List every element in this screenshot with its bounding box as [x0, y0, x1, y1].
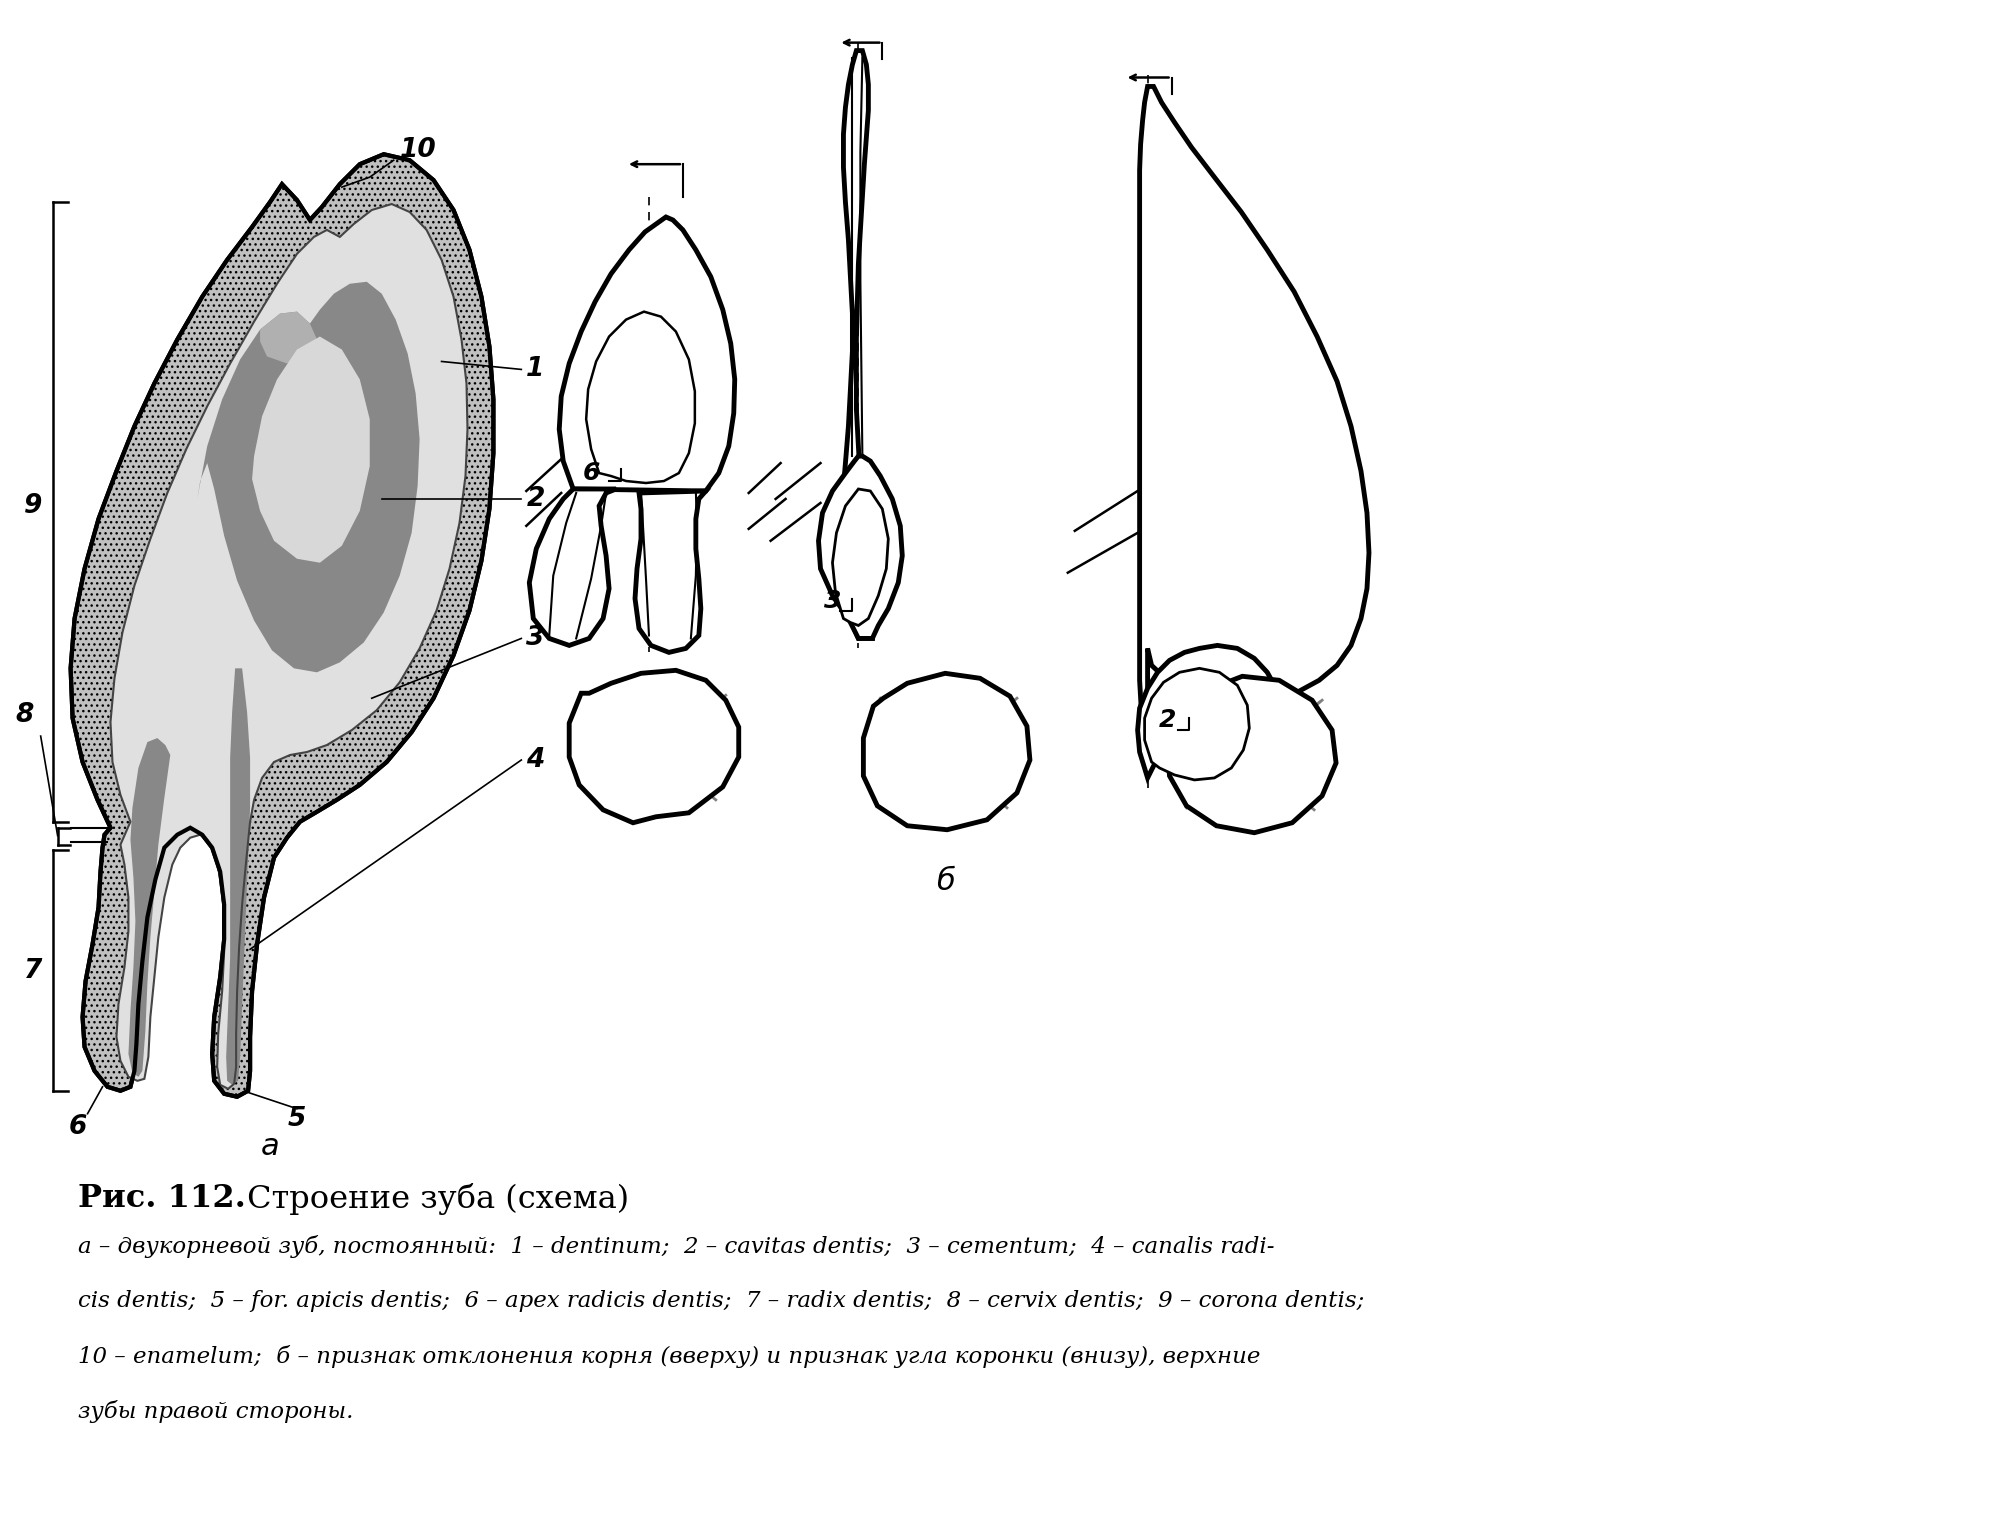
Polygon shape	[636, 492, 706, 652]
Text: 3: 3	[824, 589, 842, 613]
Text: Строение зуба (схема): Строение зуба (схема)	[238, 1183, 630, 1215]
Text: Рис. 112.: Рис. 112.	[78, 1183, 246, 1215]
Polygon shape	[260, 311, 318, 364]
Polygon shape	[110, 205, 468, 1089]
Text: зубы правой стороны.: зубы правой стороны.	[78, 1400, 352, 1423]
Text: 6: 6	[68, 1113, 86, 1139]
Text: а: а	[260, 1132, 280, 1161]
Polygon shape	[818, 457, 902, 639]
Polygon shape	[530, 488, 616, 645]
Text: 3: 3	[526, 625, 544, 651]
Polygon shape	[1140, 86, 1368, 778]
Text: 8: 8	[16, 702, 34, 728]
Text: 9: 9	[24, 493, 42, 519]
Polygon shape	[128, 739, 170, 1077]
Polygon shape	[1138, 645, 1282, 781]
Polygon shape	[1166, 677, 1336, 833]
Text: 10 – enamelum;  б – признак отклонения корня (вверху) и признак угла коронки (вн: 10 – enamelum; б – признак отклонения ко…	[78, 1346, 1260, 1368]
Text: 1: 1	[526, 356, 544, 382]
Polygon shape	[570, 671, 738, 822]
Polygon shape	[586, 311, 694, 482]
Text: 5: 5	[288, 1106, 306, 1132]
Text: б: б	[936, 868, 954, 897]
Text: 2: 2	[1158, 708, 1176, 733]
Text: 4: 4	[526, 746, 544, 774]
Polygon shape	[864, 674, 1030, 830]
Polygon shape	[70, 155, 494, 1097]
Text: а – двукорневой зуб, постоянный:  1 – dentinum;  2 – cavitas dentis;  3 – cement: а – двукорневой зуб, постоянный: 1 – den…	[78, 1235, 1274, 1258]
Text: cis dentis;  5 – for. apicis dentis;  6 – apex radicis dentis;  7 – radix dentis: cis dentis; 5 – for. apicis dentis; 6 – …	[78, 1289, 1364, 1312]
Text: 10: 10	[400, 137, 436, 164]
Text: 2: 2	[526, 485, 544, 511]
Polygon shape	[198, 282, 420, 672]
Polygon shape	[840, 50, 872, 639]
Polygon shape	[560, 217, 734, 492]
Text: 6: 6	[582, 461, 600, 485]
Polygon shape	[70, 155, 494, 1097]
Text: 7: 7	[24, 959, 42, 985]
Polygon shape	[226, 669, 250, 1085]
Polygon shape	[832, 488, 888, 625]
Polygon shape	[1144, 669, 1250, 780]
Polygon shape	[252, 337, 370, 563]
